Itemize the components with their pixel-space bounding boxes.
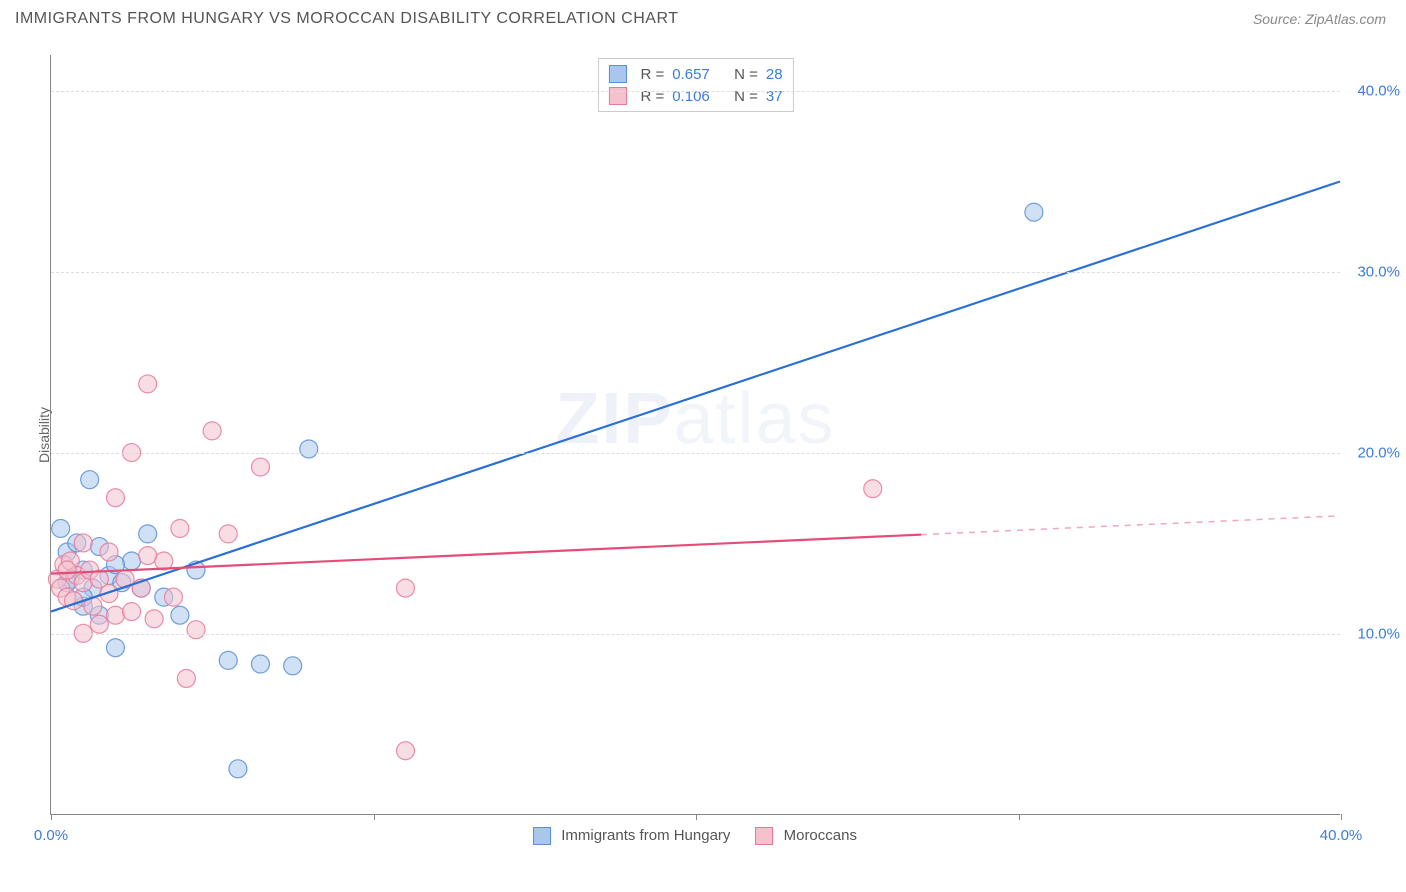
chart-container: Disability ZIPatlas R = 0.657 N = 28 R =… (50, 55, 1340, 815)
x-tick-mark (51, 814, 52, 820)
legend-item-2: Moroccans (755, 827, 857, 845)
scatter-point (203, 422, 221, 440)
legend-r-value-1: 0.657 (672, 66, 710, 83)
scatter-point (229, 760, 247, 778)
scatter-point (187, 621, 205, 639)
x-tick-mark (696, 814, 697, 820)
scatter-point (81, 471, 99, 489)
scatter-point (74, 534, 92, 552)
legend-item-1: Immigrants from Hungary (533, 827, 730, 845)
scatter-point (90, 615, 108, 633)
legend-swatch-1 (533, 827, 551, 845)
source-value: ZipAtlas.com (1305, 11, 1386, 27)
scatter-point (123, 552, 141, 570)
scatter-point (171, 519, 189, 537)
scatter-point (106, 639, 124, 657)
scatter-point (100, 543, 118, 561)
scatter-point (284, 657, 302, 675)
scatter-point (864, 480, 882, 498)
source-label: Source: (1253, 11, 1305, 27)
scatter-point (123, 603, 141, 621)
scatter-point (145, 610, 163, 628)
scatter-point (106, 489, 124, 507)
source-attribution: Source: ZipAtlas.com (1253, 11, 1386, 27)
regression-line (51, 182, 1340, 612)
legend-swatch-2 (755, 827, 773, 845)
scatter-point (251, 458, 269, 476)
legend-r-label: R = (640, 88, 664, 105)
scatter-point (106, 606, 124, 624)
legend-n-label: N = (734, 66, 758, 83)
y-tick-label: 30.0% (1357, 264, 1400, 281)
legend-n-label: N = (734, 88, 758, 105)
scatter-point (300, 440, 318, 458)
scatter-point (219, 525, 237, 543)
scatter-point (139, 375, 157, 393)
scatter-point (251, 655, 269, 673)
y-tick-label: 10.0% (1357, 626, 1400, 643)
scatter-point (177, 669, 195, 687)
x-tick-mark (1019, 814, 1020, 820)
scatter-point (139, 547, 157, 565)
gridline-h (51, 453, 1340, 454)
scatter-point (396, 742, 414, 760)
chart-header: IMMIGRANTS FROM HUNGARY VS MOROCCAN DISA… (0, 0, 1406, 33)
scatter-point (219, 651, 237, 669)
scatter-point (58, 561, 76, 579)
chart-title: IMMIGRANTS FROM HUNGARY VS MOROCCAN DISA… (15, 10, 678, 28)
y-axis-label: Disability (36, 406, 52, 462)
legend-n-value-2: 37 (766, 88, 783, 105)
scatter-point (1025, 203, 1043, 221)
gridline-h (51, 634, 1340, 635)
x-tick-label: 0.0% (34, 827, 68, 844)
plot-area: Disability ZIPatlas R = 0.657 N = 28 R =… (50, 55, 1340, 815)
legend-r-value-2: 0.106 (672, 88, 710, 105)
gridline-h (51, 91, 1340, 92)
scatter-point (164, 588, 182, 606)
x-tick-mark (374, 814, 375, 820)
scatter-point (396, 579, 414, 597)
legend-label-1: Immigrants from Hungary (561, 827, 730, 844)
legend-n-value-1: 28 (766, 66, 783, 83)
x-tick-mark (1341, 814, 1342, 820)
x-tick-label: 40.0% (1320, 827, 1363, 844)
regression-line-extrapolated (921, 516, 1340, 535)
correlation-legend: R = 0.657 N = 28 R = 0.106 N = 37 (597, 58, 793, 112)
legend-r-label: R = (640, 66, 664, 83)
regression-line (51, 535, 921, 574)
series-legend: Immigrants from Hungary Moroccans (533, 827, 857, 845)
y-tick-label: 20.0% (1357, 445, 1400, 462)
legend-row-series-1: R = 0.657 N = 28 (608, 63, 782, 85)
scatter-point (139, 525, 157, 543)
gridline-h (51, 272, 1340, 273)
plot-svg (51, 55, 1340, 814)
y-tick-label: 40.0% (1357, 83, 1400, 100)
legend-row-series-2: R = 0.106 N = 37 (608, 85, 782, 107)
legend-swatch-series-2 (608, 87, 626, 105)
legend-swatch-series-1 (608, 65, 626, 83)
scatter-point (171, 606, 189, 624)
legend-label-2: Moroccans (784, 827, 857, 844)
scatter-point (52, 519, 70, 537)
